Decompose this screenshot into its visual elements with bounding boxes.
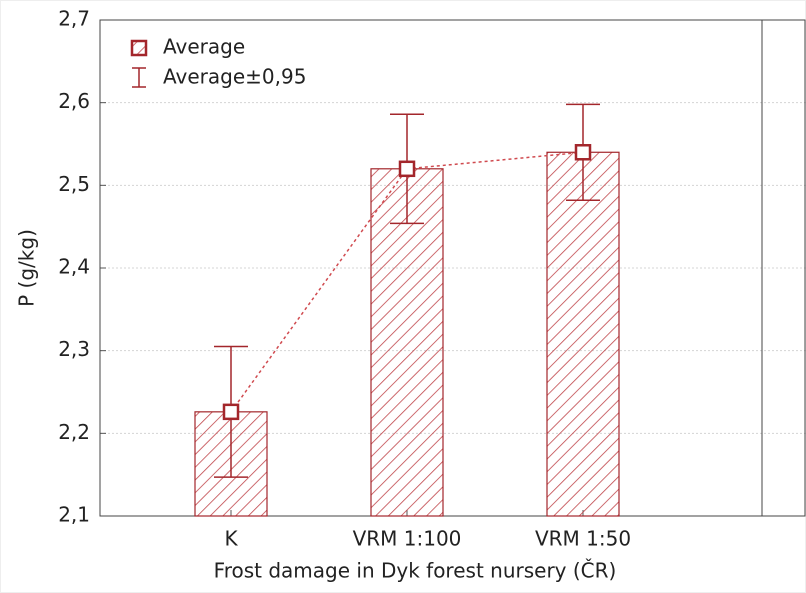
y-tick-label: 2,6 <box>58 89 90 113</box>
y-tick-label: 2,7 <box>58 7 90 31</box>
y-tick-label: 2,3 <box>58 337 90 361</box>
y-tick-label: 2,5 <box>58 172 90 196</box>
mean-marker <box>222 403 240 421</box>
y-tick-label: 2,2 <box>58 420 90 444</box>
mean-marker <box>398 160 416 178</box>
plot-border <box>99 19 806 517</box>
x-axis-label: Frost damage in Dyk forest nursery (ČR) <box>214 559 617 583</box>
legend-marker <box>130 39 148 57</box>
y-tick-label: 2,1 <box>58 503 90 527</box>
y-tick-label: 2,4 <box>58 255 90 279</box>
mean-marker <box>574 144 592 161</box>
x-tick-label: K <box>224 527 238 551</box>
y-axis-label: P (g/kg) <box>15 229 39 307</box>
legend-label: Average±0,95 <box>163 65 306 89</box>
x-tick-label: VRM 1:50 <box>535 527 631 551</box>
bar <box>546 151 620 517</box>
legend-label: Average <box>163 35 245 59</box>
x-tick-label: VRM 1:100 <box>353 527 462 551</box>
